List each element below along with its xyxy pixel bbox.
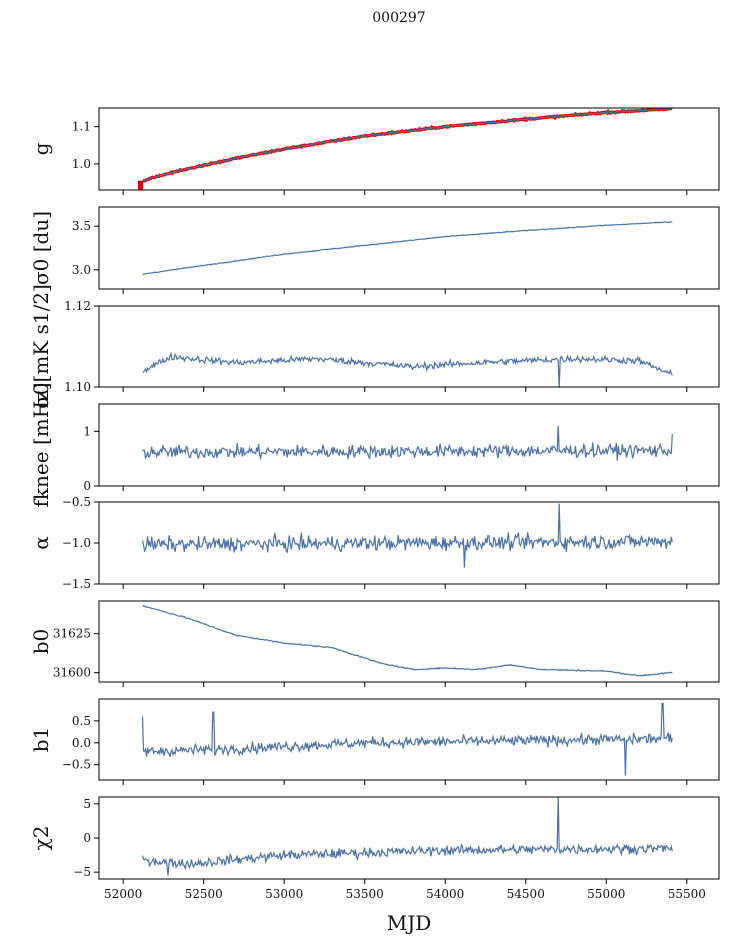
y-axis-label-b1: b1 [29,727,53,753]
x-tick-label: 55000 [587,887,625,901]
series-highlight-g [142,108,673,183]
y-tick-label: 1.10 [64,380,91,394]
y-tick-label: 1.0 [72,157,91,171]
series-b0 [142,605,673,677]
y-tick-label: 3.0 [72,263,91,277]
series-g [142,108,673,182]
y-tick-label: 31600 [53,666,91,680]
y-tick-label: −0.5 [62,758,91,772]
axes-frame [98,206,720,290]
series-chi2 [141,797,673,876]
panel-alpha: −1.5 −1.0 −0.5 α [29,495,720,591]
x-tick-label: 54500 [507,887,545,901]
axes-frame [98,305,720,388]
x-axis-label: MJD [387,911,432,935]
y-tick-label: 3.5 [72,219,91,233]
panel-sigma0_mk: 1.10 1.12 σ0[mK s1/2] [29,284,720,409]
y-axis-label-sigma0_du: σ0 [du] [29,211,53,285]
x-tick-label: 52000 [104,887,142,901]
y-tick-label: −1.5 [62,577,91,591]
y-axis-label-chi2: χ2 [29,826,53,851]
y-tick-label: −5 [73,865,91,879]
panel-g: 1.0 1.1 g [29,107,720,195]
panel-b1: −0.5 0.0 0.5 b1 [29,698,720,785]
x-tick-label: 54000 [426,887,464,901]
y-tick-label: 1.12 [64,299,91,313]
panel-sigma0_du: 3.0 3.5 σ0 [du] [29,206,720,294]
series-b1 [141,702,673,776]
y-tick-label: 0.0 [72,736,91,750]
y-axis-label-fknee: fknee [mHz] [29,383,53,508]
y-axis-label-alpha: α [29,536,53,550]
y-tick-label: 1.1 [72,120,91,134]
panel-fknee: 0 1 fknee [mHz] [29,383,720,508]
y-tick-label: 31625 [53,627,91,641]
y-tick-label: 1 [83,424,91,438]
y-tick-label: −1.0 [62,536,91,550]
axes-frame [98,698,720,781]
x-tick-label: 53000 [265,887,303,901]
x-tick-label: 55500 [668,887,706,901]
y-tick-label: 5 [83,797,91,811]
y-axis-label-b0: b0 [29,629,53,655]
y-tick-label: 0 [83,831,91,845]
axes-frame [98,403,720,487]
figure-title: 000297 [372,10,425,26]
y-axis-label-g: g [29,142,53,155]
y-tick-label: 0.5 [72,714,91,728]
x-tick-label: 52500 [185,887,223,901]
series-alpha [141,503,673,568]
axes-frame [98,107,720,191]
x-tick-label: 53500 [346,887,384,901]
y-tick-label: −0.5 [62,495,91,509]
axes-frame [98,796,720,880]
panel-chi2: −5 0 5 52000 52500 53000 53500 54000 54500 55000 5… [29,796,720,901]
y-tick-label: 0 [83,479,91,493]
series-sigma0_du [142,221,673,275]
axes-frame [98,600,720,683]
y-axis-label-sigma0_mk: σ0[mK s1/2] [29,284,53,409]
series-fknee [141,425,673,461]
series-sigma0_mk [142,351,673,387]
